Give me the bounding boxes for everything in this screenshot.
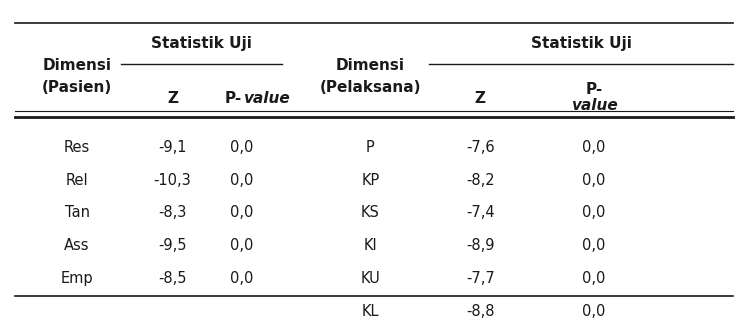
- Text: Dimensi
(Pasien): Dimensi (Pasien): [42, 58, 112, 95]
- Text: -8,3: -8,3: [159, 205, 186, 221]
- Text: -8,2: -8,2: [466, 173, 494, 188]
- Text: Tan: Tan: [64, 205, 90, 221]
- Text: 0,0: 0,0: [582, 140, 606, 155]
- Text: -8,9: -8,9: [466, 238, 494, 253]
- Text: Dimensi
(Pelaksana): Dimensi (Pelaksana): [319, 58, 421, 95]
- Text: 0,0: 0,0: [230, 238, 254, 253]
- Text: P: P: [366, 140, 375, 155]
- Text: Z: Z: [167, 91, 178, 106]
- Text: 0,0: 0,0: [582, 304, 606, 319]
- Text: -9,5: -9,5: [158, 238, 187, 253]
- Text: P-: P-: [225, 91, 242, 106]
- Text: 0,0: 0,0: [582, 271, 606, 286]
- Text: Statistik Uji: Statistik Uji: [530, 36, 631, 51]
- Text: -7,7: -7,7: [466, 271, 494, 286]
- Text: -8,5: -8,5: [158, 271, 187, 286]
- Text: 0,0: 0,0: [230, 205, 254, 221]
- Text: KL: KL: [361, 304, 379, 319]
- Text: 0,0: 0,0: [230, 271, 254, 286]
- Text: 0,0: 0,0: [230, 140, 254, 155]
- Text: KS: KS: [361, 205, 380, 221]
- Text: 0,0: 0,0: [582, 173, 606, 188]
- Text: P-: P-: [585, 82, 603, 97]
- Text: KU: KU: [361, 271, 380, 286]
- Text: -8,8: -8,8: [466, 304, 494, 319]
- Text: -10,3: -10,3: [153, 173, 191, 188]
- Text: KP: KP: [361, 173, 379, 188]
- Text: value: value: [571, 98, 617, 113]
- Text: Statistik Uji: Statistik Uji: [151, 36, 252, 51]
- Text: Ass: Ass: [64, 238, 90, 253]
- Text: Rel: Rel: [66, 173, 88, 188]
- Text: -9,1: -9,1: [158, 140, 187, 155]
- Text: 0,0: 0,0: [230, 173, 254, 188]
- Text: value: value: [243, 91, 289, 106]
- Text: Z: Z: [475, 91, 485, 106]
- Text: Emp: Emp: [61, 271, 94, 286]
- Text: 0,0: 0,0: [582, 238, 606, 253]
- Text: Res: Res: [64, 140, 91, 155]
- Text: -7,4: -7,4: [466, 205, 494, 221]
- Text: 0,0: 0,0: [582, 205, 606, 221]
- Text: -7,6: -7,6: [466, 140, 494, 155]
- Text: KI: KI: [364, 238, 377, 253]
